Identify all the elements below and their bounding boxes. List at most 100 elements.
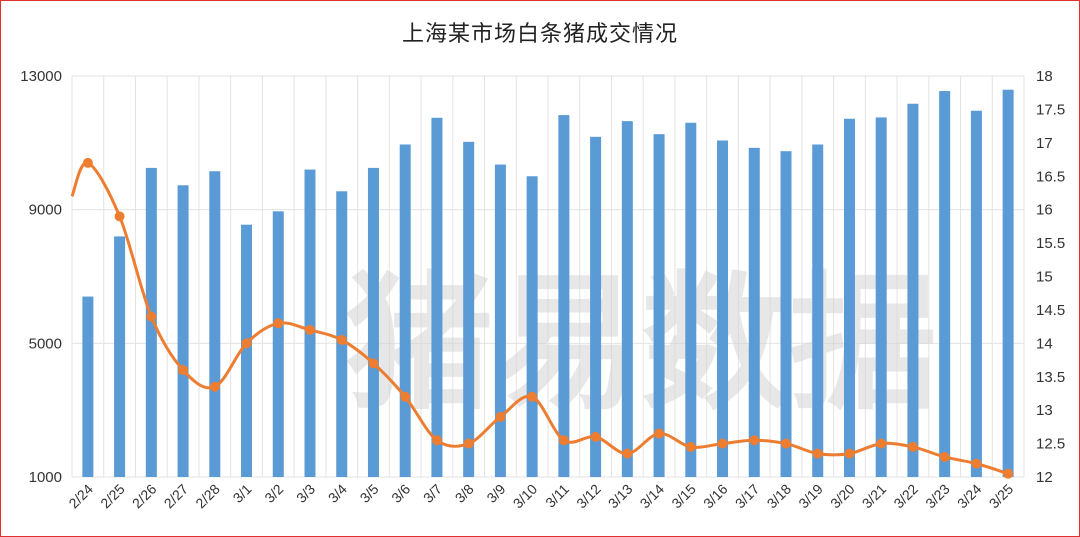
x-tick-label: 3/11 [542, 481, 572, 511]
bar [875, 117, 887, 477]
x-tick-label: 3/5 [357, 481, 382, 506]
bar [907, 103, 919, 477]
x-tick-label: 3/7 [420, 481, 445, 506]
bar [494, 164, 506, 477]
x-tick-label: 3/20 [827, 481, 858, 512]
bar [1002, 89, 1014, 477]
y-right-tick-label: 12.5 [1036, 436, 1065, 453]
bar [558, 115, 570, 477]
x-axis-ticks: 2/24 2/25 2/26 2/27 2/28 3/1 3/2 3/3 3/4 3/5 3/6 3/… [65, 481, 1016, 512]
y-left-tick-label: 1000 [29, 469, 62, 486]
bar [526, 176, 538, 477]
line-point [781, 438, 791, 449]
x-tick-label: 3/2 [261, 481, 286, 506]
bar [367, 167, 379, 478]
line-point [1003, 468, 1014, 479]
line-point [654, 428, 665, 439]
line-point [463, 438, 474, 449]
bar [590, 136, 602, 477]
line-point [907, 441, 918, 452]
line-point [622, 448, 633, 459]
x-tick-label: 3/8 [452, 481, 477, 506]
line-point [336, 334, 347, 345]
x-tick-label: 3/4 [325, 481, 350, 506]
bar [241, 224, 253, 477]
x-tick-label: 3/10 [510, 481, 541, 512]
line-point [876, 438, 887, 449]
y-right-tick-label: 14 [1036, 335, 1053, 352]
bar [82, 296, 94, 477]
line-point [305, 324, 315, 335]
x-tick-label: 2/28 [192, 481, 223, 512]
line-point [273, 318, 284, 329]
bar [145, 167, 157, 478]
line-point [82, 157, 93, 168]
line-point [241, 338, 252, 349]
line-series [70, 157, 1014, 479]
line-point [368, 358, 379, 369]
x-tick-label: 3/15 [668, 481, 699, 512]
bar [780, 151, 792, 477]
bar [304, 169, 316, 478]
x-tick-label: 3/16 [700, 481, 731, 512]
x-tick-label: 2/27 [161, 481, 192, 512]
x-tick-label: 3/1 [230, 481, 255, 506]
line-point [590, 431, 601, 442]
line-point [400, 391, 411, 402]
line-point [527, 391, 538, 402]
x-tick-label: 3/21 [859, 481, 890, 512]
x-tick-label: 3/12 [573, 481, 604, 512]
y-left-tick-label: 5000 [29, 335, 62, 352]
x-tick-label: 3/18 [764, 481, 795, 512]
y-right-tick-label: 13.5 [1036, 369, 1065, 386]
y-left-tick-label: 13000 [20, 68, 62, 85]
x-tick-label: 3/25 [986, 481, 1017, 512]
line-point [844, 448, 855, 459]
y-right-tick-label: 15.5 [1036, 235, 1065, 252]
bar-series [82, 89, 1014, 478]
bar [177, 185, 189, 477]
line-point [939, 451, 950, 462]
y-left-tick-label: 9000 [29, 202, 62, 219]
line-point [749, 435, 760, 446]
line-point [971, 458, 982, 469]
y-right-tick-label: 16 [1036, 202, 1053, 219]
bar [431, 117, 443, 477]
line-point [685, 441, 696, 452]
x-tick-label: 3/13 [605, 481, 636, 512]
line-point [209, 381, 220, 392]
y-right-tick-label: 14.5 [1036, 302, 1065, 319]
line-point [431, 435, 442, 446]
x-tick-label: 2/25 [97, 481, 128, 512]
bar [748, 147, 760, 478]
y-right-tick-label: 13 [1036, 402, 1053, 419]
bar [399, 144, 411, 478]
line-point [558, 435, 569, 446]
watermark-text: 猪易数据 [345, 258, 937, 430]
bar [685, 122, 697, 478]
line-point [178, 365, 189, 376]
y-right-tick-label: 18 [1036, 68, 1053, 85]
y-right-tick-label: 12 [1036, 469, 1053, 486]
bar [653, 134, 665, 477]
bar [939, 91, 951, 477]
line-point [146, 311, 157, 322]
bar [463, 141, 475, 478]
x-tick-label: 3/22 [890, 481, 921, 512]
chart-title: 上海某市场白条猪成交情况 [401, 22, 678, 47]
y-right-tick-label: 16.5 [1036, 168, 1065, 185]
grid-lines [71, 75, 1025, 478]
y-right-tick-label: 15 [1036, 269, 1053, 286]
x-tick-label: 3/23 [922, 481, 953, 512]
x-tick-label: 2/24 [65, 481, 96, 512]
bar [812, 144, 824, 478]
x-tick-label: 3/6 [388, 481, 413, 506]
bar [209, 171, 221, 478]
line-point [495, 411, 506, 422]
y-right-tick-label: 17.5 [1036, 101, 1065, 118]
x-tick-label: 2/26 [129, 481, 160, 512]
line-point [717, 438, 728, 449]
bar [272, 211, 284, 477]
bar [843, 118, 855, 478]
